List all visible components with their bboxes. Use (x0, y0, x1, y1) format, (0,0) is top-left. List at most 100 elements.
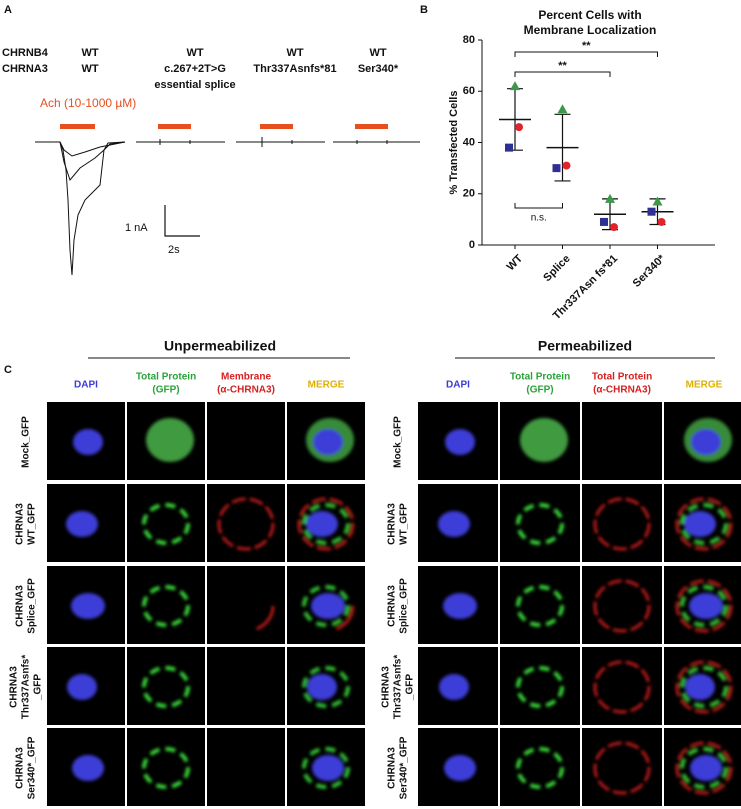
cell (675, 579, 733, 633)
point (657, 217, 666, 226)
chart-title: Membrane Localization (524, 23, 657, 37)
cell (593, 497, 651, 551)
row-label: Mock_GFP (393, 416, 404, 468)
micrograph (127, 566, 205, 644)
nucleus (691, 429, 721, 455)
column-header: Membrane (221, 372, 271, 383)
row-label-line: CHRNA3 (387, 503, 398, 545)
cytoplasm (146, 418, 194, 462)
point (647, 207, 656, 216)
column-header: (GFP) (526, 385, 553, 396)
membrane (675, 579, 733, 633)
membrane (593, 497, 651, 551)
nucleus (690, 755, 722, 781)
column-header: Total Protein (510, 372, 570, 383)
cell (445, 429, 475, 455)
point (515, 123, 523, 132)
membrane (297, 497, 355, 551)
cell (306, 418, 354, 462)
gfp (302, 585, 350, 627)
membrane (217, 579, 275, 633)
row-label-line: Mock_GFP (21, 416, 32, 468)
nucleus (312, 755, 344, 781)
bracket (514, 71, 611, 77)
micrograph (127, 484, 205, 562)
nucleus (444, 755, 476, 781)
row-label-line: Mock_GFP (393, 416, 404, 468)
gfp (302, 503, 350, 545)
cell (593, 579, 651, 633)
row-label: CHRNA3 Thr337Asnfs* _GFP (381, 655, 416, 720)
row-label-line: CHRNA3 (381, 666, 392, 708)
point (557, 104, 568, 114)
bracket (514, 203, 563, 209)
nucleus (71, 593, 105, 619)
cell (675, 497, 733, 551)
row-label-line: Splice_GFP (399, 578, 410, 634)
gfp (516, 666, 564, 708)
row-label-line: Thr337Asnfs* (21, 655, 32, 720)
column-header: MERGE (308, 380, 345, 391)
column-header: MERGE (686, 380, 723, 391)
x-tick-label: Splice (541, 253, 572, 284)
point (600, 217, 608, 226)
cytoplasm (520, 418, 568, 462)
gfp (516, 747, 564, 789)
membrane (217, 497, 275, 551)
gfp (680, 503, 728, 545)
point (505, 143, 513, 152)
membrane (593, 660, 651, 714)
row-label-line: WT_GFP (27, 503, 38, 545)
cell (675, 660, 733, 714)
nucleus (72, 755, 104, 781)
column-label: Ser340* (358, 63, 399, 75)
nucleus (306, 511, 338, 537)
row-label: CHRNA3 Splice_GFP (387, 578, 410, 634)
micrograph (207, 728, 285, 806)
gfp (680, 585, 728, 627)
column-header: (GFP) (152, 385, 179, 396)
y-tick-label: 80 (463, 34, 475, 46)
membrane (297, 579, 355, 633)
cell (302, 747, 350, 789)
cell (142, 585, 190, 627)
panel-label: A (4, 4, 12, 16)
cell (217, 579, 275, 633)
row-label-line: _GFP (33, 674, 44, 701)
row-label: CHRNA3 Thr337Asnfs* _GFP (9, 655, 44, 720)
point (610, 223, 618, 232)
nucleus (66, 511, 98, 537)
cell (593, 660, 651, 714)
bracket (514, 51, 658, 57)
row-label-line: CHRNA3 (387, 747, 398, 789)
stimulus-label: Ach (10-1000 µM) (40, 96, 136, 110)
panel-label: C (4, 364, 12, 376)
row-label-line: Thr337Asnfs* (393, 655, 404, 720)
column-header: (α-CHRNA3) (593, 385, 651, 396)
row-label-line: CHRNA3 (15, 747, 26, 789)
micrograph (500, 566, 580, 644)
nucleus (685, 674, 715, 700)
error-bar (554, 113, 571, 182)
row-label-line: _GFP (405, 674, 416, 701)
cell (71, 593, 105, 619)
gfp (302, 747, 350, 789)
row-label: Mock_GFP (21, 416, 32, 468)
column-label: c.267+2T>G (164, 63, 226, 75)
panel-label: B (420, 4, 428, 16)
micrograph (500, 728, 580, 806)
x-tick-label: Ser340* (631, 252, 669, 290)
cell (516, 666, 564, 708)
chart-title: Percent Cells with (538, 8, 641, 22)
nucleus (307, 674, 337, 700)
row-label: CHRNA3 Ser340*_GFP (15, 736, 38, 799)
column-label: WT (369, 47, 386, 59)
micrograph (207, 647, 285, 725)
gfp (142, 747, 190, 789)
cell (297, 497, 355, 551)
cell (593, 741, 651, 795)
column-header: DAPI (446, 380, 470, 391)
micrograph (582, 402, 662, 480)
column-label: WT (81, 47, 98, 59)
